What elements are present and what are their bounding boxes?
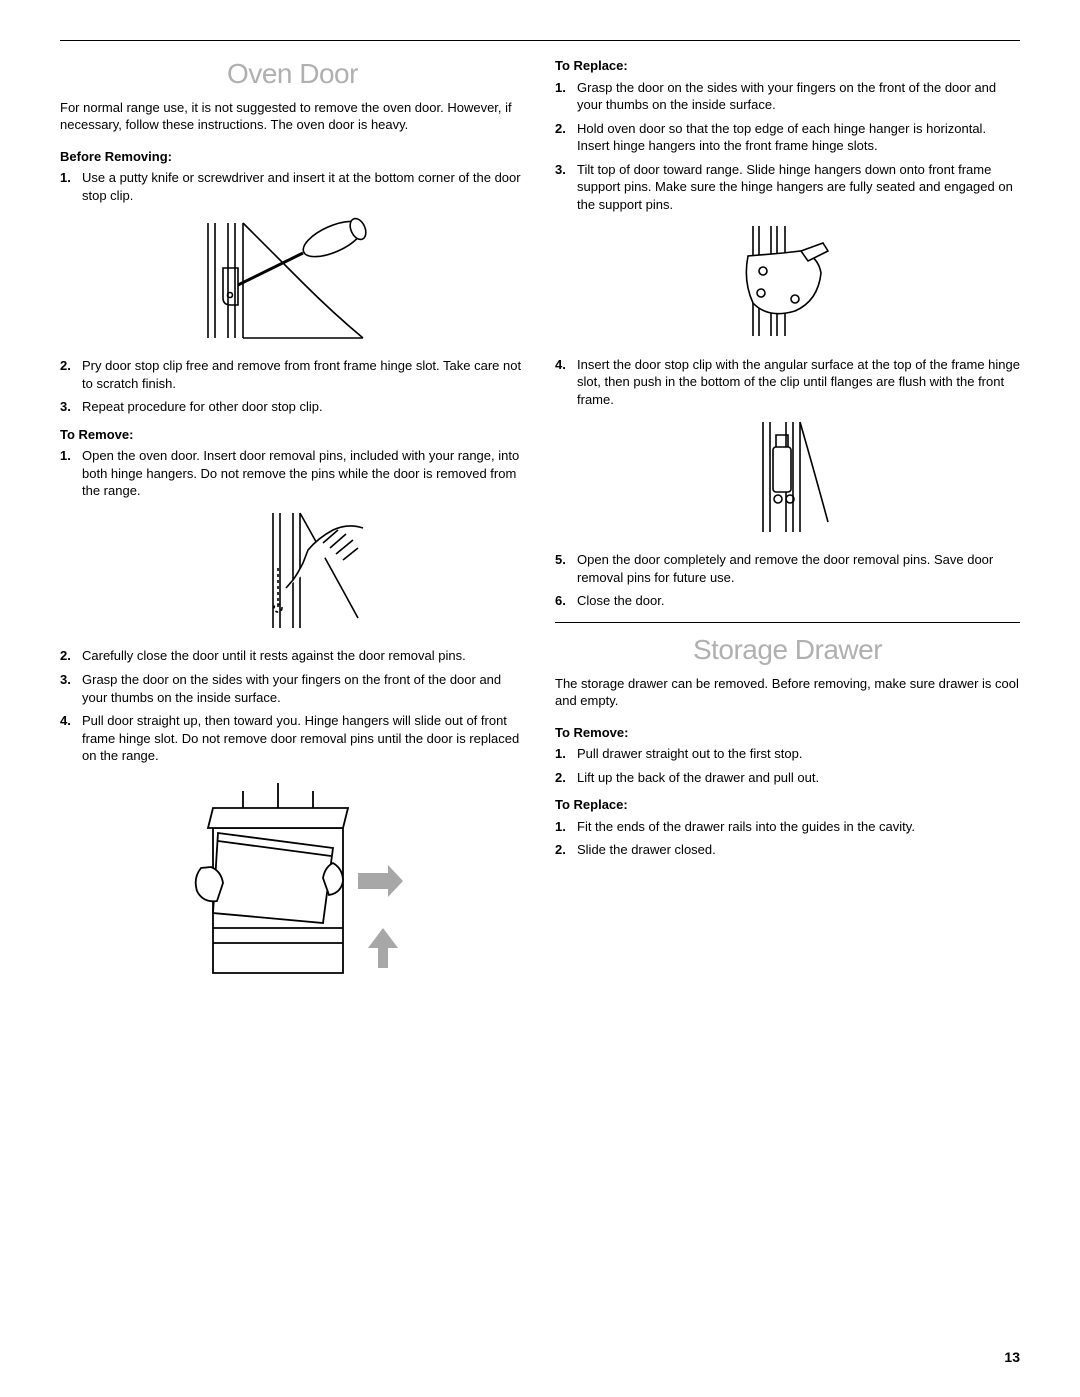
figure-insert-pin bbox=[60, 508, 525, 638]
page-number: 13 bbox=[1004, 1348, 1020, 1367]
right-column: To Replace: 1.Grasp the door on the side… bbox=[555, 47, 1020, 997]
intro-paragraph: For normal range use, it is not suggeste… bbox=[60, 99, 525, 134]
list-item: 4.Insert the door stop clip with the ang… bbox=[555, 356, 1020, 409]
before-removing-list: 1.Use a putty knife or screwdriver and i… bbox=[60, 169, 525, 204]
list-item: 1.Pull drawer straight out to the first … bbox=[555, 745, 1020, 763]
horizontal-rule bbox=[60, 40, 1020, 41]
to-remove-list: 1.Open the oven door. Insert door remova… bbox=[60, 447, 525, 500]
figure-hinge-hanger bbox=[555, 221, 1020, 346]
storage-remove-list: 1.Pull drawer straight out to the first … bbox=[555, 745, 1020, 786]
list-item: 6.Close the door. bbox=[555, 592, 1020, 610]
horizontal-rule bbox=[555, 622, 1020, 623]
list-item: 1.Fit the ends of the drawer rails into … bbox=[555, 818, 1020, 836]
figure-lift-door bbox=[60, 773, 525, 988]
subhead-to-remove: To Remove: bbox=[60, 426, 525, 444]
list-item: 3.Repeat procedure for other door stop c… bbox=[60, 398, 525, 416]
to-replace-list-cont1: 4.Insert the door stop clip with the ang… bbox=[555, 356, 1020, 409]
list-item: 2.Carefully close the door until it rest… bbox=[60, 647, 525, 665]
subhead-to-replace: To Replace: bbox=[555, 57, 1020, 75]
figure-door-stop-clip bbox=[555, 417, 1020, 542]
list-item: 1.Use a putty knife or screwdriver and i… bbox=[60, 169, 525, 204]
list-item: 2.Pry door stop clip free and remove fro… bbox=[60, 357, 525, 392]
left-column: Oven Door For normal range use, it is no… bbox=[60, 47, 525, 997]
subhead-before-removing: Before Removing: bbox=[60, 148, 525, 166]
to-remove-list-cont: 2.Carefully close the door until it rest… bbox=[60, 647, 525, 764]
two-column-layout: Oven Door For normal range use, it is no… bbox=[60, 47, 1020, 997]
list-item: 4.Pull door straight up, then toward you… bbox=[60, 712, 525, 765]
storage-intro: The storage drawer can be removed. Befor… bbox=[555, 675, 1020, 710]
list-item: 3.Grasp the door on the sides with your … bbox=[60, 671, 525, 706]
list-item: 2.Hold oven door so that the top edge of… bbox=[555, 120, 1020, 155]
section-title-storage-drawer: Storage Drawer bbox=[555, 631, 1020, 669]
storage-replace-list: 1.Fit the ends of the drawer rails into … bbox=[555, 818, 1020, 859]
subhead-storage-replace: To Replace: bbox=[555, 796, 1020, 814]
list-item: 1.Open the oven door. Insert door remova… bbox=[60, 447, 525, 500]
subhead-storage-remove: To Remove: bbox=[555, 724, 1020, 742]
to-replace-list-cont2: 5.Open the door completely and remove th… bbox=[555, 551, 1020, 610]
list-item: 1.Grasp the door on the sides with your … bbox=[555, 79, 1020, 114]
list-item: 3.Tilt top of door toward range. Slide h… bbox=[555, 161, 1020, 214]
list-item: 2.Slide the drawer closed. bbox=[555, 841, 1020, 859]
section-title-oven-door: Oven Door bbox=[60, 55, 525, 93]
before-removing-list-cont: 2.Pry door stop clip free and remove fro… bbox=[60, 357, 525, 416]
figure-screwdriver bbox=[60, 213, 525, 348]
list-item: 5.Open the door completely and remove th… bbox=[555, 551, 1020, 586]
to-replace-list: 1.Grasp the door on the sides with your … bbox=[555, 79, 1020, 214]
list-item: 2.Lift up the back of the drawer and pul… bbox=[555, 769, 1020, 787]
